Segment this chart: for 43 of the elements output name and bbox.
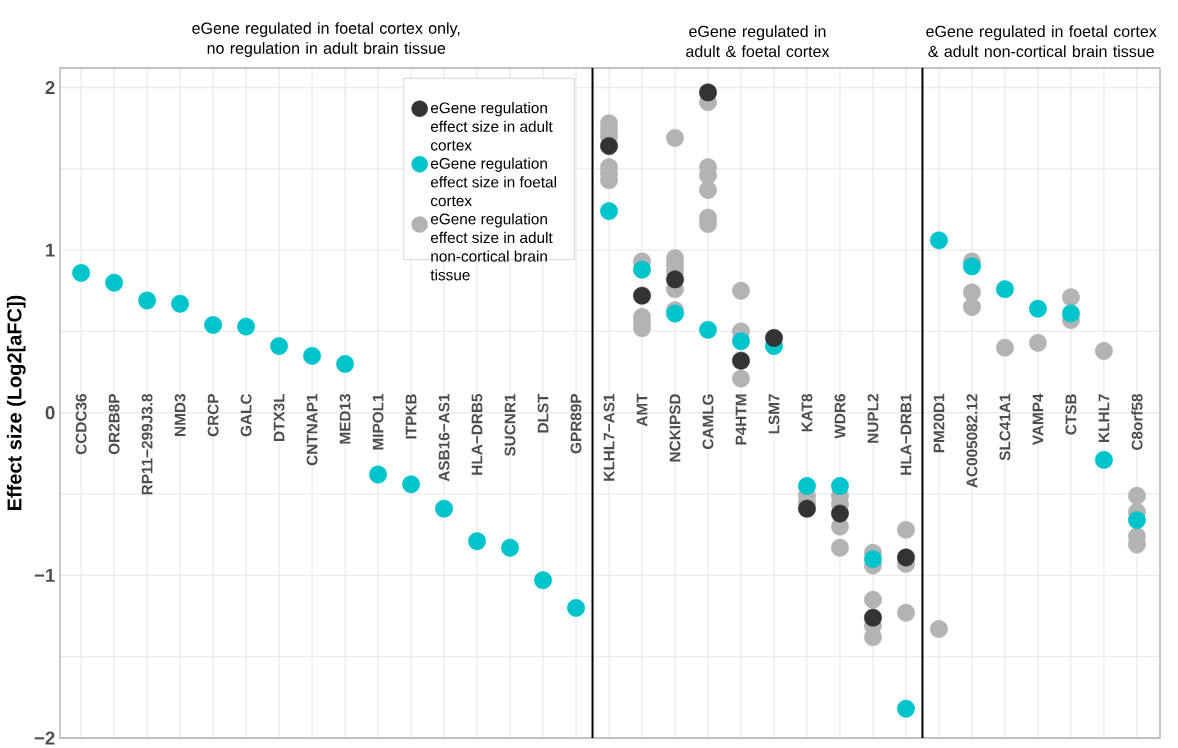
- x-tick-label: SUCNR1: [504, 393, 516, 457]
- x-tick-label: LSM7: [768, 394, 780, 434]
- x-tick-label: CNTNAP1: [306, 393, 318, 466]
- x-tick-label: P4HTM: [735, 394, 747, 445]
- x-tick-label: PM20D1: [933, 393, 945, 453]
- y-tick-label: 1: [46, 243, 55, 257]
- x-tick-label: AMT: [636, 393, 648, 427]
- x-tick-label: NCKIPSD: [669, 394, 681, 462]
- x-tick-label: NMD3: [174, 394, 186, 436]
- x-tick-label: AC005082.12: [966, 394, 978, 488]
- x-tick-label: WDR6: [834, 394, 846, 439]
- x-tick-label: SLC41A1: [999, 393, 1011, 461]
- x-tick-label: CCDC36: [75, 394, 87, 455]
- x-tick-label: HLA−DRB5: [471, 393, 483, 475]
- x-tick-label: KLHL7−AS1: [603, 393, 615, 481]
- x-tick-label: MED13: [339, 394, 351, 444]
- y-tick-label: −2: [34, 731, 55, 745]
- x-tick-label: HLA−DRB1: [900, 393, 912, 475]
- y-axis-title: Effect size (Log2[aFC]): [6, 295, 26, 510]
- x-tick-label: OR2B8P: [108, 394, 120, 455]
- x-tick-label: GPR89P: [570, 394, 582, 454]
- y-tick-label: 2: [45, 80, 55, 95]
- x-tick-label: ITPKB: [405, 394, 417, 439]
- x-tick-label: KLHL7: [1098, 394, 1110, 442]
- x-tick-label: MIPOL1: [372, 393, 384, 450]
- text: eGene regulated in foetal cortex only, no regulation in adult brain tissue: [192, 22, 460, 58]
- x-tick-label: NUPL2: [867, 394, 879, 443]
- x-tick-label: KAT8: [801, 393, 813, 432]
- x-tick-label: DLST: [537, 393, 549, 433]
- legend-label: eGene regulation effect size in adult non-cortical brain tissue: [430, 213, 553, 281]
- x-tick-label: ASB16−AS1: [438, 393, 450, 482]
- text: eGene regulated in foetal cortex & adult non-cortical brain tissue: [926, 25, 1157, 58]
- x-tick-label: C8orf58: [1131, 393, 1143, 450]
- y-tick-label: 0: [45, 406, 55, 420]
- x-tick-label: GALC: [240, 393, 252, 437]
- text: eGene regulated in adult & foetal cortex: [686, 25, 830, 58]
- x-tick-label: CRCP: [207, 394, 219, 437]
- y-tick-label: −1: [34, 568, 55, 582]
- x-tick-label: VAMP4: [1032, 393, 1044, 446]
- x-tick-label: CAMLG: [702, 394, 714, 450]
- x-tick-label: RP11−299J3.8: [141, 393, 153, 495]
- x-tick-label: CTSB: [1065, 394, 1077, 435]
- x-tick-label: DTX3L: [273, 393, 285, 442]
